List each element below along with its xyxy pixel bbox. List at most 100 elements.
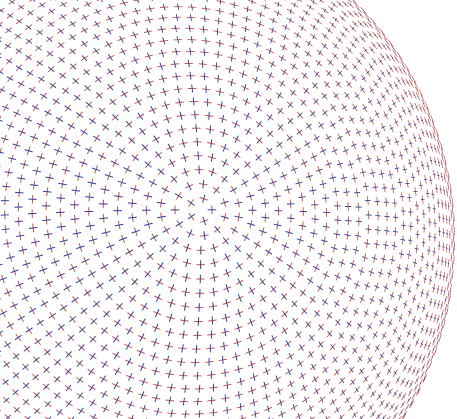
cross-arm-blue [170,175,178,183]
cross-arm-blue [196,137,199,147]
cross-arm-blue [18,4,24,10]
cross-arm-blue [65,368,72,375]
cross-arm-blue [422,357,425,361]
cross-arm-blue [338,261,346,265]
cross-arm-blue [102,360,108,368]
cross-arm-blue [254,76,258,84]
cross-arm-blue [144,161,152,168]
cross-arm-blue [146,28,150,36]
cross-arm-blue [277,1,280,7]
cross-arm-blue [297,413,301,419]
cross-arm-blue [289,282,297,289]
cross-arm-blue [379,60,382,63]
cross-arm-blue [159,245,167,253]
cross-arm-blue [451,228,453,230]
cross-arm-blue [387,417,389,419]
cross-arm-red [28,0,33,2]
cross-arm-blue [404,128,408,131]
cross-arm-blue [401,224,406,227]
cross-arm-blue [352,248,360,252]
cross-arm-blue [239,403,242,411]
cross-arm-blue [108,3,113,11]
cross-arm-blue [341,16,344,21]
cross-arm-blue [369,405,372,410]
cross-arm-blue [136,173,145,179]
cross-arm-blue [426,133,429,135]
cross-arm-blue [32,374,39,381]
cross-arm-blue [183,316,186,325]
cross-arm-blue [387,72,391,75]
cross-arm-blue [300,372,305,380]
cross-arm-blue [344,233,351,237]
cross-arm-blue [399,134,404,137]
cross-arm-blue [137,112,144,120]
cross-arm-blue [374,34,377,37]
cross-arm-blue [43,233,53,236]
cross-arm-blue [333,93,339,98]
cross-arm-blue [244,25,247,32]
cross-arm-blue [230,31,232,39]
cross-arm-blue [10,269,19,274]
cross-arm-blue [12,143,21,147]
cross-arm-blue [280,80,285,87]
cross-arm-blue [333,356,338,363]
cross-arm-blue [408,123,412,126]
cross-arm-blue [304,141,311,147]
cross-arm-blue [420,291,424,295]
cross-arm-blue [353,412,357,418]
cross-arm-blue [330,344,336,350]
cross-arm-blue [322,299,328,305]
cross-arm-blue [3,397,10,403]
cross-arm-blue [109,98,116,106]
cross-arm-blue [302,384,307,392]
cross-arm-blue [343,54,348,59]
cross-arm-blue [408,225,414,228]
cross-arm-blue [130,187,140,191]
cross-arm-blue [132,70,138,78]
cross-arm-blue [340,288,347,294]
cross-arm-blue [144,270,151,278]
cross-arm-blue [299,289,307,296]
cross-arm-blue [359,22,362,26]
cross-arm-blue [107,83,114,91]
cross-arm-blue [345,27,348,32]
cross-arm-blue [452,251,454,253]
cross-arm-blue [320,396,324,403]
cross-arm-blue [219,88,221,96]
cross-arm-blue [168,369,171,379]
cross-arm-blue [412,318,416,322]
cross-arm-blue [315,168,323,172]
cross-arm-blue [386,41,388,43]
cross-arm-blue [76,112,84,118]
cross-arm-blue [406,253,412,256]
cross-arm-blue [380,145,386,149]
cross-arm-blue [444,261,447,264]
cross-arm-blue [258,229,267,234]
cross-arm-blue [372,412,375,417]
cross-arm-blue [61,168,71,172]
cross-arm-blue [369,24,371,27]
cross-arm-blue [353,65,357,69]
cross-arm-blue [246,194,255,198]
cross-arm-blue [422,103,425,105]
cross-arm-blue [247,347,251,356]
cross-arm-blue [189,14,192,21]
cross-arm-blue [169,159,175,167]
cross-arm-blue [275,375,279,383]
cross-arm-blue [77,376,83,384]
cross-arm-blue [6,256,15,260]
cross-arm-blue [101,327,108,335]
cross-arm-red [0,36,2,40]
cross-arm-blue [143,194,153,198]
cross-arm-blue [0,71,4,75]
cross-arm-blue [60,135,69,141]
cross-arm-blue [191,4,193,11]
cross-arm-blue [429,330,432,334]
cross-arm-blue [104,174,114,178]
cross-arm-blue [352,348,358,354]
cross-arm-blue [391,56,394,59]
cross-arm-blue [97,154,107,159]
cross-arm-blue [296,238,304,242]
